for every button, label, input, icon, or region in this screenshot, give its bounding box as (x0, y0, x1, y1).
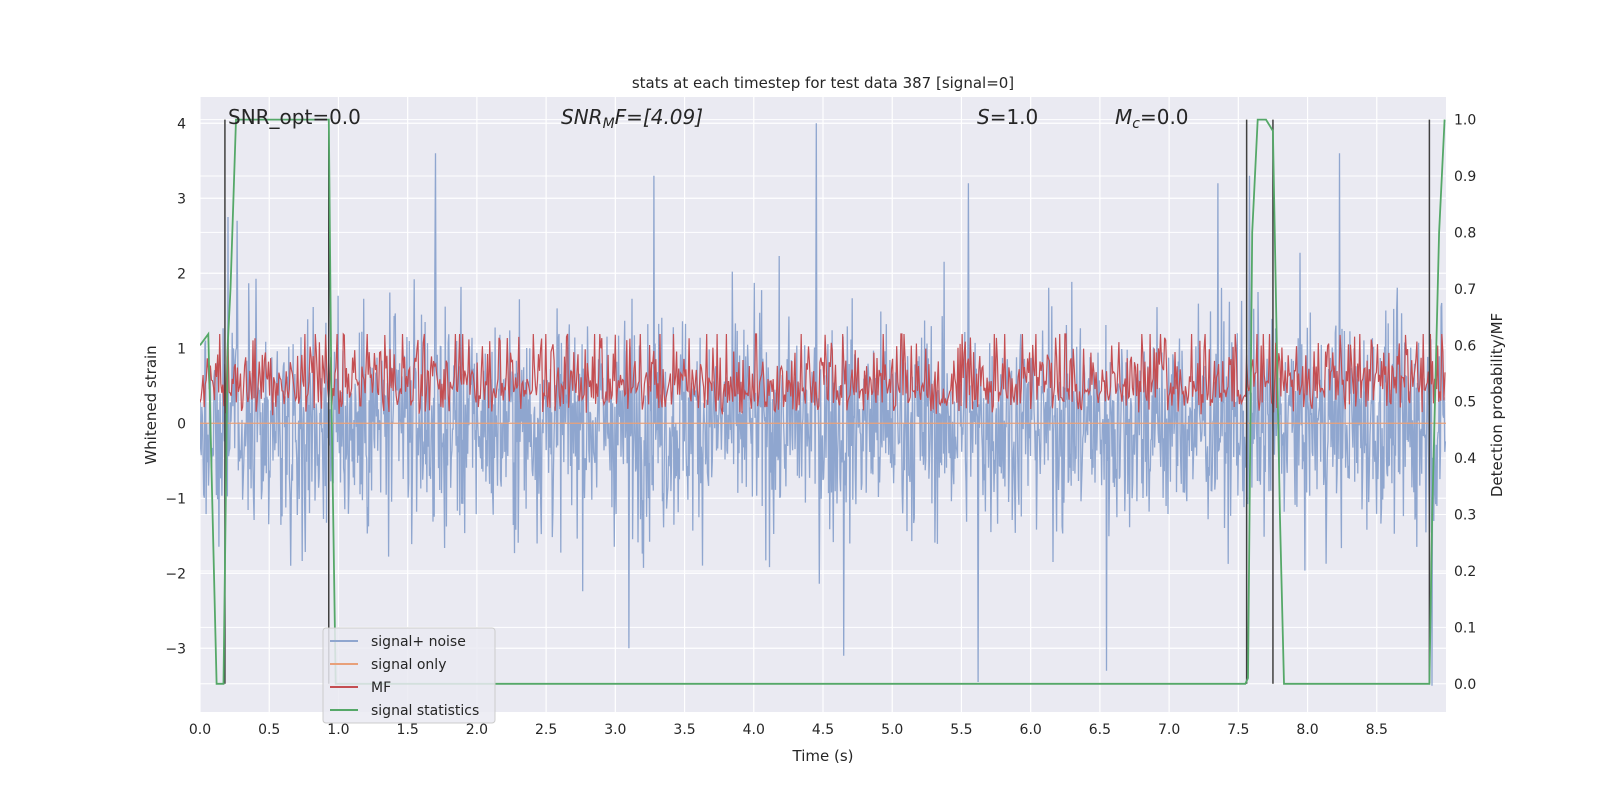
y2-tick-label: 0.6 (1454, 338, 1476, 354)
x-tick-label: 1.5 (397, 722, 419, 738)
y2-tick-label: 0.9 (1454, 169, 1476, 185)
annotation-snr-opt: SNR_opt=0.0 (228, 105, 361, 129)
y2-tick-label: 0.1 (1454, 620, 1476, 636)
mf-line (200, 332, 1446, 416)
snr-mf-sub: M (603, 116, 615, 132)
x-tick-label: 2.5 (535, 722, 557, 738)
legend-label: MF (371, 680, 391, 696)
y2-tick-label: 0.8 (1454, 225, 1476, 241)
x-tick-label: 3.5 (673, 722, 695, 738)
x-tick-label: 5.5 (950, 722, 972, 738)
legend-box (322, 627, 496, 724)
legend: signal+ noise signal only MF signal statist… (322, 627, 496, 724)
x-tick-label: 5.0 (881, 722, 903, 738)
y2-axis-label: Detection probability/MF (1488, 313, 1506, 497)
y-tick-label: 1 (177, 341, 186, 357)
y2-tick-label: 0.0 (1454, 677, 1476, 693)
y2-tick-label: 0.5 (1454, 395, 1476, 411)
x-tick-label: 7.0 (1158, 722, 1180, 738)
y2-tick-label: 0.2 (1454, 564, 1476, 580)
s-value: =1.0 (990, 105, 1039, 129)
annotation-mc: Mc=0.0 (1115, 105, 1189, 132)
s-variable: S (977, 105, 990, 129)
x-tick-label: 0.0 (189, 722, 211, 738)
y-tick-labels: −3 −2 −1 0 1 2 3 4 (165, 116, 186, 657)
legend-label: signal statistics (371, 703, 479, 719)
y2-tick-label: 1.0 (1454, 113, 1476, 129)
annotation-snr-mf: SNRMF=[4.09] (561, 105, 703, 132)
annotation-s: S=1.0 (977, 105, 1038, 129)
mc-sub: c (1132, 116, 1140, 132)
x-axis-label: Time (s) (792, 747, 854, 765)
y2-tick-label: 0.3 (1454, 508, 1476, 524)
y-tick-label: −3 (165, 641, 186, 657)
y2-tick-label: 0.4 (1454, 451, 1476, 467)
mc-variable: M (1115, 105, 1132, 129)
signal-statistics-line (200, 118, 1446, 685)
legend-label: signal+ noise (371, 634, 466, 650)
x-tick-label: 3.0 (604, 722, 626, 738)
signal-noise-line (200, 123, 1446, 686)
y-axis-label: Whitened strain (142, 345, 160, 464)
x-tick-label: 4.0 (743, 722, 765, 738)
y-tick-label: −2 (165, 566, 186, 582)
y-tick-label: 0 (177, 416, 186, 432)
x-tick-labels: 0.0 0.5 1.0 1.5 2.0 2.5 3.0 3.5 4.0 4.5 5.0 5.5 6.0 6… (189, 722, 1388, 738)
x-tick-label: 7.5 (1227, 722, 1249, 738)
series-mf (200, 332, 1446, 416)
y-tick-label: 3 (177, 191, 186, 207)
snr-mf-tail: F=[4.09] (615, 105, 703, 129)
y2-tick-label: 0.7 (1454, 282, 1476, 298)
mc-value: =0.0 (1140, 105, 1189, 129)
vertical-markers (224, 119, 1431, 684)
y2-tick-labels: 0.0 0.1 0.2 0.3 0.4 0.5 0.6 0.7 0.8 0.9 1.0 (1454, 113, 1476, 693)
x-tick-label: 6.0 (1020, 722, 1042, 738)
x-tick-label: 1.0 (327, 722, 349, 738)
y-tick-label: 2 (177, 266, 186, 282)
y-tick-label: 4 (177, 116, 186, 132)
x-tick-label: 6.5 (1089, 722, 1111, 738)
x-tick-label: 2.0 (466, 722, 488, 738)
x-tick-label: 0.5 (258, 722, 280, 738)
chart-title: stats at each timestep for test data 387… (632, 74, 1014, 92)
series-signal-noise (200, 123, 1446, 686)
legend-label: signal only (371, 657, 446, 673)
y-tick-label: −1 (165, 491, 186, 507)
x-tick-label: 8.0 (1296, 722, 1318, 738)
snr-mf-base: SNR (561, 105, 603, 129)
x-tick-label: 4.5 (812, 722, 834, 738)
series-signal-statistics (200, 118, 1446, 685)
x-tick-label: 8.5 (1366, 722, 1388, 738)
